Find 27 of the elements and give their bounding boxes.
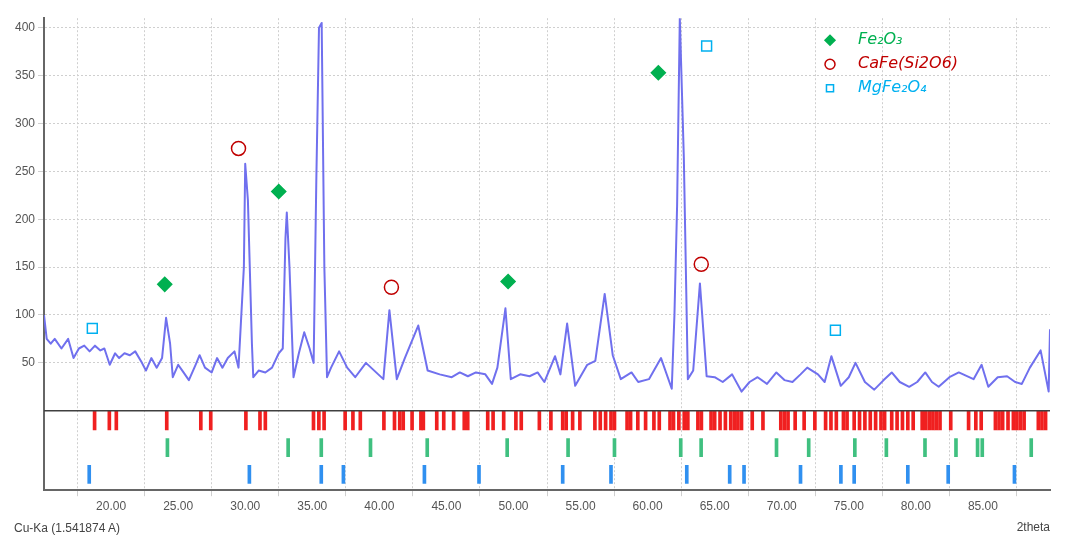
- x-tick-label: 45.00: [431, 498, 462, 513]
- x-tick-label: 75.00: [833, 498, 865, 513]
- x-tick-label: 70.00: [766, 498, 798, 513]
- x-tick-label: 60.00: [632, 498, 663, 513]
- y-tick-label: 50: [21, 355, 36, 370]
- x-tick-label: 65.00: [699, 498, 731, 513]
- y-tick-label: 250: [14, 163, 36, 178]
- x-axis-title: 2theta: [1016, 520, 1051, 535]
- x-tick-label: 20.00: [96, 498, 127, 513]
- x-tick-label: 85.00: [967, 498, 999, 513]
- legend-label: Fe₂O₃: [858, 29, 903, 49]
- x-tick-label: 25.00: [163, 498, 194, 513]
- y-tick-label: 200: [14, 211, 36, 226]
- legend-label: CaFe(Si2O6): [858, 53, 959, 73]
- text: Cu-Ka (1.541874 A): [14, 521, 121, 536]
- x-tick-label: 30.00: [230, 498, 261, 513]
- legend-label: MgFe₂O₄: [858, 77, 928, 97]
- y-tick-label: 350: [14, 67, 36, 82]
- x-tick-label: 55.00: [565, 498, 596, 513]
- y-tick-label: 400: [14, 20, 36, 35]
- x-tick-label: 80.00: [900, 498, 932, 513]
- x-tick-label: 50.00: [498, 498, 529, 513]
- x-tick-label: 35.00: [297, 498, 328, 513]
- y-tick-label: 300: [14, 115, 36, 130]
- x-tick-label: 40.00: [364, 498, 395, 513]
- y-tick-label: 100: [14, 307, 36, 322]
- y-tick-label: 150: [14, 259, 36, 274]
